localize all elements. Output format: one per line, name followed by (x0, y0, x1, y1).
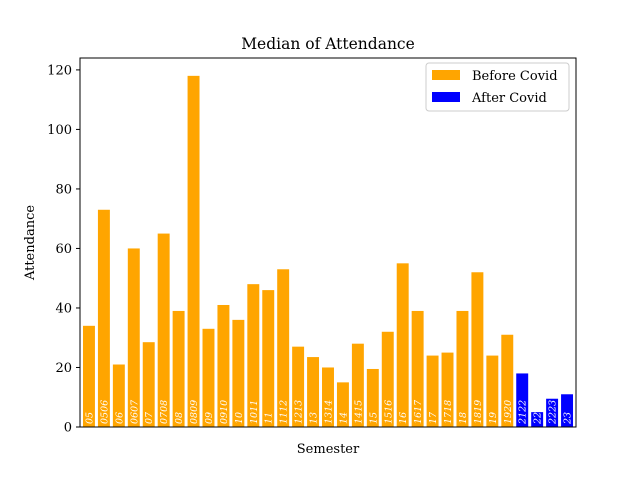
bar-17 (426, 355, 439, 427)
y-tick-label-20: 20 (55, 361, 72, 376)
bar-label-06: 06 (114, 412, 125, 424)
y-tick-label-80: 80 (55, 182, 72, 197)
legend-swatch-before-covid (432, 70, 460, 80)
bar-1213 (292, 346, 305, 427)
bar-23 (561, 394, 574, 427)
axes-frame (79, 57, 577, 428)
legend-label-before-covid: Before Covid (472, 69, 558, 84)
bar-label-07: 07 (144, 411, 155, 424)
legend-label-after-covid: After Covid (471, 91, 547, 106)
bar-2122 (516, 373, 529, 427)
bar-label-23: 23 (563, 412, 574, 425)
bar-label-09: 09 (204, 412, 215, 424)
bar-label-0708: 0708 (159, 400, 170, 424)
bar-label-19: 19 (488, 412, 499, 424)
bar-label-0607: 0607 (129, 399, 140, 424)
bar-07 (142, 342, 155, 427)
bar-label-18: 18 (458, 412, 469, 424)
legend-box (425, 62, 570, 112)
bar-label-22: 22 (533, 412, 544, 425)
bar-labels-group: 05 0506 06 0607 07 0708 08 0809 09 0910 10 1011 11 11… (84, 399, 573, 425)
bar-0506 (97, 209, 110, 427)
bar-1314 (322, 367, 334, 427)
bar-1112 (277, 269, 290, 427)
bar-1718 (441, 352, 454, 427)
bars-group (82, 75, 574, 427)
bar-0708 (157, 233, 170, 427)
y-tick-label-60: 60 (55, 242, 72, 257)
bar-label-17: 17 (428, 411, 439, 424)
bar-label-1415: 1415 (353, 400, 364, 424)
bar-1617 (411, 310, 424, 427)
bar-label-1314: 1314 (324, 400, 335, 424)
bar-label-16: 16 (398, 412, 409, 424)
y-tick-label-40: 40 (55, 301, 72, 316)
bar-0809 (187, 75, 200, 427)
bar-1415 (351, 343, 364, 427)
legend: Before Covid After Covid (425, 62, 570, 112)
bar-label-1920: 1920 (503, 400, 514, 424)
y-tick-label-0: 0 (64, 421, 72, 436)
bar-label-1718: 1718 (443, 400, 454, 424)
x-axis-label: Semester (297, 442, 360, 457)
bar-label-1112: 1112 (279, 400, 290, 424)
bar-label-05: 05 (84, 412, 95, 424)
bar-05 (82, 325, 95, 427)
bar-10 (232, 319, 245, 427)
bar-label-15: 15 (368, 412, 379, 424)
bar-14 (336, 382, 349, 427)
bar-label-0910: 0910 (219, 400, 230, 424)
chart-title: Median of Attendance (241, 35, 415, 53)
y-tick-label-120: 120 (47, 63, 72, 78)
bar-label-1011: 1011 (249, 400, 260, 424)
bar-18 (456, 310, 469, 427)
bar-0910 (217, 304, 230, 427)
bar-11 (262, 290, 275, 427)
bar-label-14: 14 (338, 412, 349, 424)
y-tick-label-100: 100 (47, 123, 72, 138)
bar-label-2122: 2122 (518, 400, 529, 425)
legend-swatch-after-covid (432, 92, 460, 102)
bar-label-13: 13 (309, 412, 320, 424)
bar-label-08: 08 (174, 412, 185, 424)
bar-1819 (471, 272, 484, 427)
bar-label-2223: 2223 (548, 400, 559, 425)
bar-label-1516: 1516 (383, 400, 394, 424)
bar-label-0506: 0506 (99, 400, 110, 424)
bar-09 (202, 328, 215, 427)
bar-1516 (381, 331, 394, 427)
bar-label-1213: 1213 (294, 400, 305, 424)
bar-19 (486, 355, 499, 427)
bar-label-1819: 1819 (473, 400, 484, 424)
bar-label-0809: 0809 (189, 400, 200, 424)
y-axis: 0 20 40 60 80 100 120 (47, 63, 80, 436)
bar-15 (366, 368, 379, 427)
y-axis-label: Attendance (23, 205, 38, 281)
bar-22 (531, 412, 544, 427)
bar-08 (172, 310, 185, 427)
bar-label-10: 10 (234, 412, 245, 424)
bar-16 (396, 263, 409, 427)
bar-06 (112, 364, 125, 427)
bar-2223 (546, 398, 559, 427)
bar-0607 (127, 248, 140, 427)
bar-label-1617: 1617 (413, 399, 424, 424)
bar-label-11: 11 (264, 412, 275, 424)
bar-1920 (501, 334, 514, 427)
bar-1011 (247, 284, 260, 427)
bar-13 (307, 357, 320, 427)
